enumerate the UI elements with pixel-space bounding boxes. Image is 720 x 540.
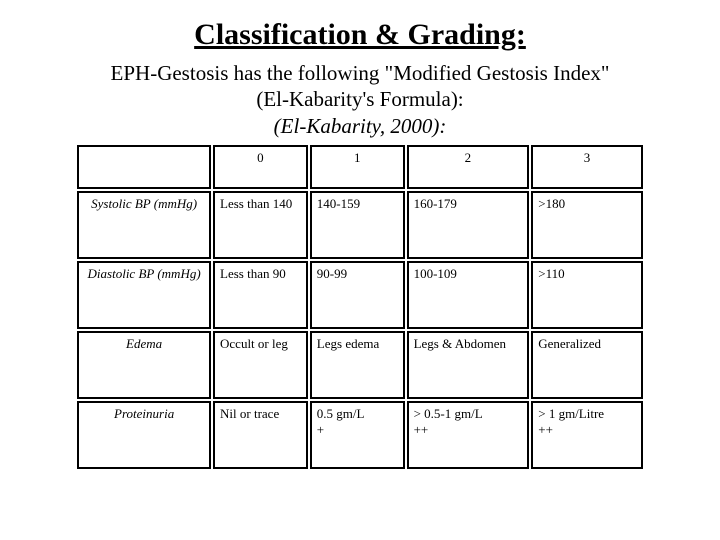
table-header-row: 0 1 2 3	[77, 145, 643, 189]
cell: >180	[531, 191, 643, 259]
gestosis-index-table: 0 1 2 3 Systolic BP (mmHg) Less than 140…	[75, 143, 645, 471]
header-col-3: 3	[531, 145, 643, 189]
cell: Occult or leg	[213, 331, 308, 399]
row-label-proteinuria: Proteinuria	[77, 401, 211, 469]
cell: > 0.5-1 gm/L++	[407, 401, 530, 469]
table-row: Systolic BP (mmHg) Less than 140 140-159…	[77, 191, 643, 259]
header-col-1: 1	[310, 145, 405, 189]
table-row: Proteinuria Nil or trace 0.5 gm/L+ > 0.5…	[77, 401, 643, 469]
cell: Legs & Abdomen	[407, 331, 530, 399]
header-blank	[77, 145, 211, 189]
cell: >110	[531, 261, 643, 329]
header-col-0: 0	[213, 145, 308, 189]
row-label-edema: Edema	[77, 331, 211, 399]
header-col-2: 2	[407, 145, 530, 189]
table-row: Diastolic BP (mmHg) Less than 90 90-99 1…	[77, 261, 643, 329]
row-label-diastolic: Diastolic BP (mmHg)	[77, 261, 211, 329]
subtitle-line-1: EPH-Gestosis has the following "Modified…	[40, 60, 680, 86]
cell: Less than 140	[213, 191, 308, 259]
cell: Nil or trace	[213, 401, 308, 469]
row-label-systolic: Systolic BP (mmHg)	[77, 191, 211, 259]
table-row: Edema Occult or leg Legs edema Legs & Ab…	[77, 331, 643, 399]
cell: > 1 gm/Litre++	[531, 401, 643, 469]
subtitle-line-2: (El-Kabarity's Formula):	[40, 86, 680, 112]
subtitle-line-3: (El-Kabarity, 2000):	[40, 113, 680, 139]
cell: 160-179	[407, 191, 530, 259]
cell: 100-109	[407, 261, 530, 329]
slide: Classification & Grading: EPH-Gestosis h…	[0, 0, 720, 540]
slide-title: Classification & Grading:	[40, 18, 680, 52]
cell: 90-99	[310, 261, 405, 329]
cell: 140-159	[310, 191, 405, 259]
cell: Less than 90	[213, 261, 308, 329]
cell: Legs edema	[310, 331, 405, 399]
cell: 0.5 gm/L+	[310, 401, 405, 469]
cell: Generalized	[531, 331, 643, 399]
